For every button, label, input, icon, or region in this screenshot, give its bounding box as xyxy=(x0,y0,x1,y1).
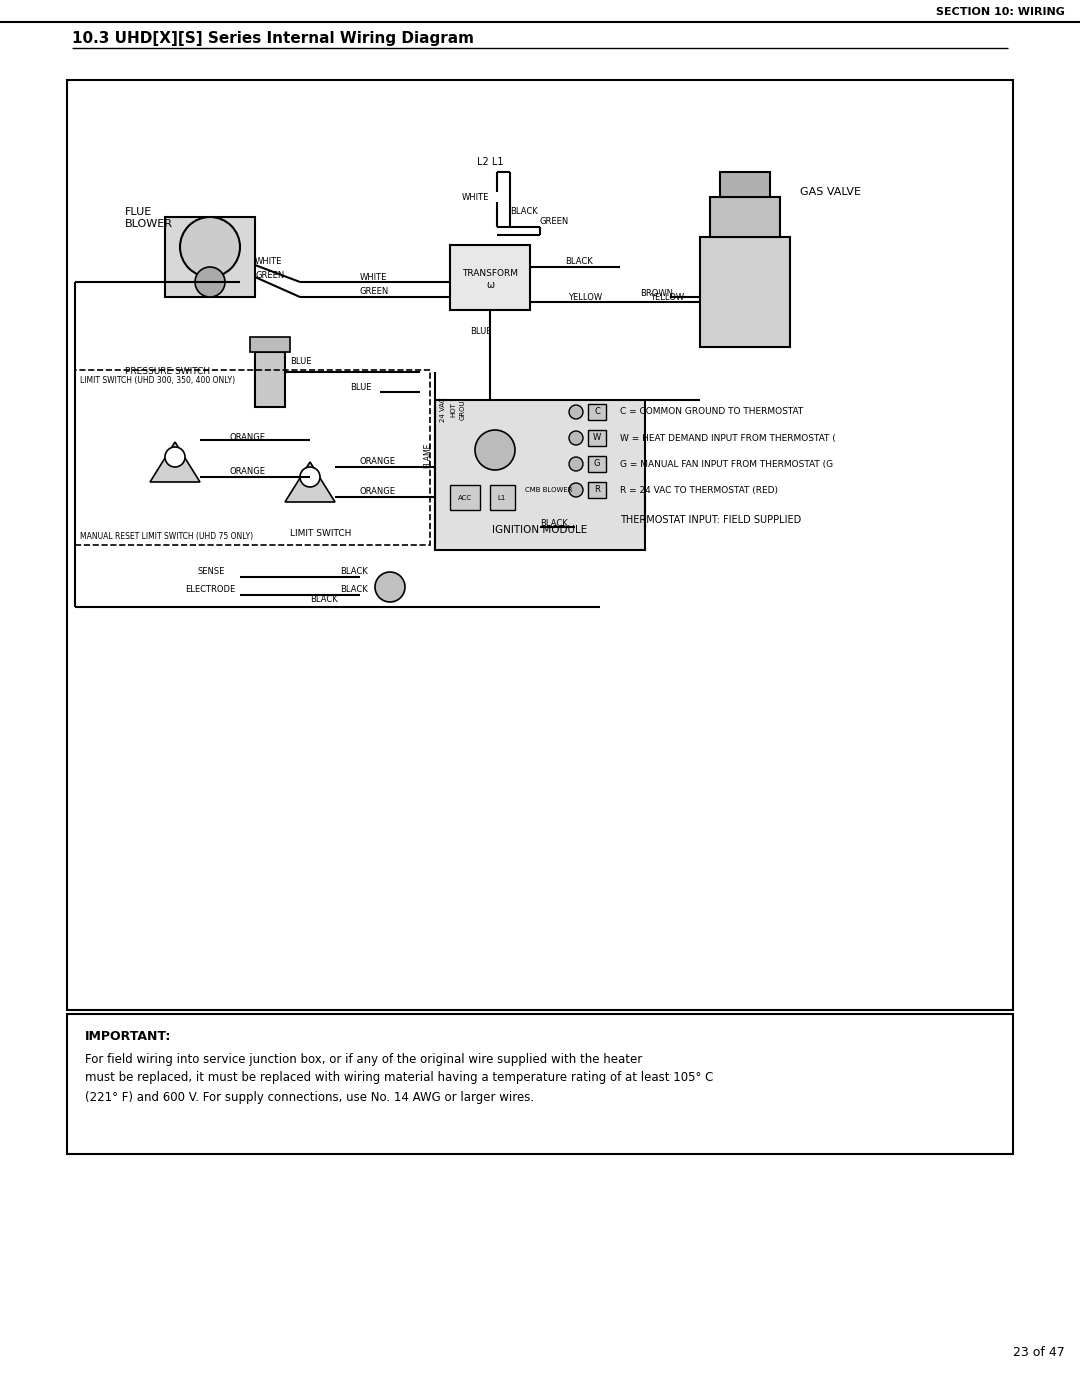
Text: C: C xyxy=(594,408,599,416)
Text: must be replaced, it must be replaced with wiring material having a temperature : must be replaced, it must be replaced wi… xyxy=(85,1071,714,1084)
Text: FLAME: FLAME xyxy=(423,443,432,468)
Text: PRESSURE SWITCH: PRESSURE SWITCH xyxy=(125,367,211,377)
Bar xyxy=(67,1014,1013,1154)
Text: CMB BLOWER: CMB BLOWER xyxy=(525,488,572,493)
Polygon shape xyxy=(150,441,200,482)
Circle shape xyxy=(475,430,515,469)
Text: BLUE: BLUE xyxy=(291,358,311,366)
Bar xyxy=(588,455,606,472)
Text: (221° F) and 600 V. For supply connections, use No. 14 AWG or larger wires.: (221° F) and 600 V. For supply connectio… xyxy=(85,1091,535,1104)
Text: 23 of 47: 23 of 47 xyxy=(1013,1345,1065,1358)
Text: W = HEAT DEMAND INPUT FROM THERMOSTAT (: W = HEAT DEMAND INPUT FROM THERMOSTAT ( xyxy=(620,433,836,443)
Text: WHITE: WHITE xyxy=(360,272,388,282)
Text: IMPORTANT:: IMPORTANT: xyxy=(85,1030,172,1042)
Text: YELLOW: YELLOW xyxy=(568,292,603,302)
Bar xyxy=(255,352,285,407)
Text: 24 VAC: 24 VAC xyxy=(440,398,446,422)
Text: LIMIT SWITCH: LIMIT SWITCH xyxy=(291,529,351,538)
Bar xyxy=(165,217,255,298)
Text: ACC: ACC xyxy=(458,495,472,502)
Text: ELECTRODE: ELECTRODE xyxy=(185,585,235,595)
Text: THERMOSTAT INPUT: FIELD SUPPLIED: THERMOSTAT INPUT: FIELD SUPPLIED xyxy=(620,515,801,525)
Text: ORANGE: ORANGE xyxy=(230,468,266,476)
Bar xyxy=(450,244,530,310)
Text: WHITE: WHITE xyxy=(461,193,488,201)
Text: BLACK: BLACK xyxy=(540,520,568,528)
Circle shape xyxy=(180,217,240,277)
Bar xyxy=(67,80,1013,1010)
Bar xyxy=(710,197,780,237)
Text: YELLOW: YELLOW xyxy=(650,292,684,302)
Text: 10.3 UHD[X][S] Series Internal Wiring Diagram: 10.3 UHD[X][S] Series Internal Wiring Di… xyxy=(72,32,474,46)
Bar xyxy=(249,337,291,352)
Text: ORANGE: ORANGE xyxy=(360,457,396,467)
Text: L1: L1 xyxy=(498,495,507,502)
Text: G = MANUAL FAN INPUT FROM THERMOSTAT (G: G = MANUAL FAN INPUT FROM THERMOSTAT (G xyxy=(620,460,833,468)
Text: GREEN: GREEN xyxy=(540,218,569,226)
Text: ORANGE: ORANGE xyxy=(360,488,396,496)
Text: GROU: GROU xyxy=(460,400,465,420)
Bar xyxy=(435,400,645,550)
Circle shape xyxy=(195,267,225,298)
Text: GREEN: GREEN xyxy=(255,271,284,279)
Text: GREEN: GREEN xyxy=(360,288,389,296)
Text: BLACK: BLACK xyxy=(340,585,368,595)
Bar xyxy=(588,482,606,497)
Circle shape xyxy=(569,405,583,419)
Text: L2 L1: L2 L1 xyxy=(476,156,503,168)
Bar xyxy=(75,370,430,545)
Circle shape xyxy=(375,571,405,602)
Text: For field wiring into service junction box, or if any of the original wire suppl: For field wiring into service junction b… xyxy=(85,1052,643,1066)
Text: BLACK: BLACK xyxy=(340,567,368,577)
Polygon shape xyxy=(285,462,335,502)
Text: MANUAL RESET LIMIT SWITCH (UHD 75 ONLY): MANUAL RESET LIMIT SWITCH (UHD 75 ONLY) xyxy=(80,532,253,542)
Text: BLUE: BLUE xyxy=(470,327,491,337)
Circle shape xyxy=(165,447,185,467)
Text: ω: ω xyxy=(486,279,494,291)
Bar xyxy=(588,404,606,420)
Text: BLUE: BLUE xyxy=(350,383,372,391)
Circle shape xyxy=(569,483,583,497)
Text: FLUE: FLUE xyxy=(125,207,152,217)
Text: SECTION 10: WIRING: SECTION 10: WIRING xyxy=(936,7,1065,17)
Text: BROWN: BROWN xyxy=(640,289,673,299)
Text: W: W xyxy=(593,433,602,443)
Bar xyxy=(450,485,480,510)
Text: SENSE: SENSE xyxy=(198,567,226,577)
Bar xyxy=(490,485,515,510)
Text: HOT: HOT xyxy=(450,402,456,418)
Text: TRANSFORM: TRANSFORM xyxy=(462,268,518,278)
Text: BLACK: BLACK xyxy=(510,208,538,217)
Text: BLACK: BLACK xyxy=(310,595,338,605)
Text: G: G xyxy=(594,460,600,468)
Bar xyxy=(720,172,770,197)
Text: IGNITION MODULE: IGNITION MODULE xyxy=(492,525,588,535)
Text: R: R xyxy=(594,486,599,495)
Text: LIMIT SWITCH (UHD 300, 350, 400 ONLY): LIMIT SWITCH (UHD 300, 350, 400 ONLY) xyxy=(80,376,235,384)
Text: BLOWER: BLOWER xyxy=(125,219,173,229)
Text: C = COMMON GROUND TO THERMOSTAT: C = COMMON GROUND TO THERMOSTAT xyxy=(620,408,804,416)
Text: GAS VALVE: GAS VALVE xyxy=(800,187,861,197)
Bar xyxy=(700,237,789,346)
Text: R = 24 VAC TO THERMOSTAT (RED): R = 24 VAC TO THERMOSTAT (RED) xyxy=(620,486,778,495)
Bar xyxy=(588,430,606,446)
Text: BLACK: BLACK xyxy=(565,257,593,267)
Text: WHITE: WHITE xyxy=(255,257,282,267)
Text: ORANGE: ORANGE xyxy=(230,433,266,441)
Circle shape xyxy=(569,457,583,471)
Circle shape xyxy=(300,467,320,488)
Circle shape xyxy=(569,432,583,446)
